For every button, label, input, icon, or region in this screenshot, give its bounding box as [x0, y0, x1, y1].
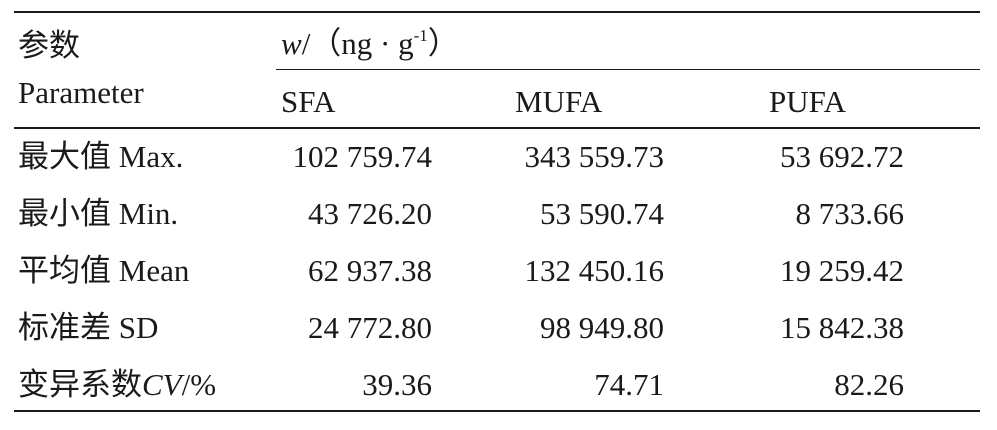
- table-row-mean: 平均值 Mean 62 937.38 132 450.16 19 259.42: [0, 251, 997, 291]
- row-label: 最小值 Min.: [18, 194, 178, 234]
- cell-mufa: 132 450.16: [524, 253, 665, 288]
- parameter-header-chinese: 参数: [18, 28, 80, 63]
- row-label: 平均值 Mean: [18, 251, 189, 291]
- cell-pufa: 19 259.42: [780, 253, 904, 288]
- cell-sfa: 39.36: [362, 367, 432, 402]
- unit-close: ）: [427, 26, 459, 61]
- cell-mufa: 74.71: [594, 367, 664, 402]
- cell-sfa: 62 937.38: [308, 253, 432, 288]
- unit-superscript: -1: [413, 25, 428, 45]
- column-header-mufa: MUFA: [515, 84, 603, 119]
- unit-symbol: w: [281, 26, 302, 61]
- column-header-sfa: SFA: [281, 84, 336, 119]
- row-label: 标准差 SD: [18, 308, 158, 348]
- cell-pufa: 8 733.66: [795, 196, 905, 231]
- cell-sfa: 24 772.80: [308, 310, 432, 345]
- row-label-en: Max.: [118, 139, 184, 174]
- header-bottom-rule: [14, 127, 980, 129]
- table-top-rule: [14, 11, 980, 13]
- cell-pufa: 15 842.38: [780, 310, 904, 345]
- row-label-en: Mean: [118, 253, 190, 288]
- table-bottom-rule: [14, 410, 980, 412]
- row-label-zh: 变异系数: [18, 367, 142, 402]
- row-label-suffix: /%: [181, 367, 217, 402]
- cell-pufa: 82.26: [834, 367, 904, 402]
- table-row-min: 最小值 Min. 43 726.20 53 590.74 8 733.66: [0, 194, 997, 234]
- unit-underline-rule: [276, 69, 980, 70]
- cell-mufa: 53 590.74: [540, 196, 664, 231]
- row-label: 变异系数CV/%: [18, 365, 216, 405]
- unit-text: /（ng · g: [301, 26, 414, 61]
- row-label-zh: 平均值: [18, 253, 111, 288]
- row-label-zh: 标准差: [18, 310, 111, 345]
- row-label-en: SD: [118, 310, 159, 345]
- table-row-cv: 变异系数CV/% 39.36 74.71 82.26: [0, 365, 997, 405]
- cell-mufa: 343 559.73: [524, 139, 665, 174]
- row-label-zh: 最大值: [18, 139, 111, 174]
- column-header-pufa: PUFA: [769, 84, 846, 119]
- table-row-sd: 标准差 SD 24 772.80 98 949.80 15 842.38: [0, 308, 997, 348]
- cell-sfa: 102 759.74: [292, 139, 433, 174]
- parameter-header-english: Parameter: [18, 75, 144, 110]
- cell-mufa: 98 949.80: [540, 310, 664, 345]
- row-label: 最大值 Max.: [18, 137, 183, 177]
- row-label-italic: CV: [142, 367, 182, 402]
- row-label-en: Min.: [118, 196, 179, 231]
- row-label-zh: 最小值: [18, 196, 111, 231]
- unit-header: w/（ng · g-1）: [281, 24, 459, 64]
- table-row-max: 最大值 Max. 102 759.74 343 559.73 53 692.72: [0, 137, 997, 177]
- cell-sfa: 43 726.20: [308, 196, 432, 231]
- cell-pufa: 53 692.72: [780, 139, 904, 174]
